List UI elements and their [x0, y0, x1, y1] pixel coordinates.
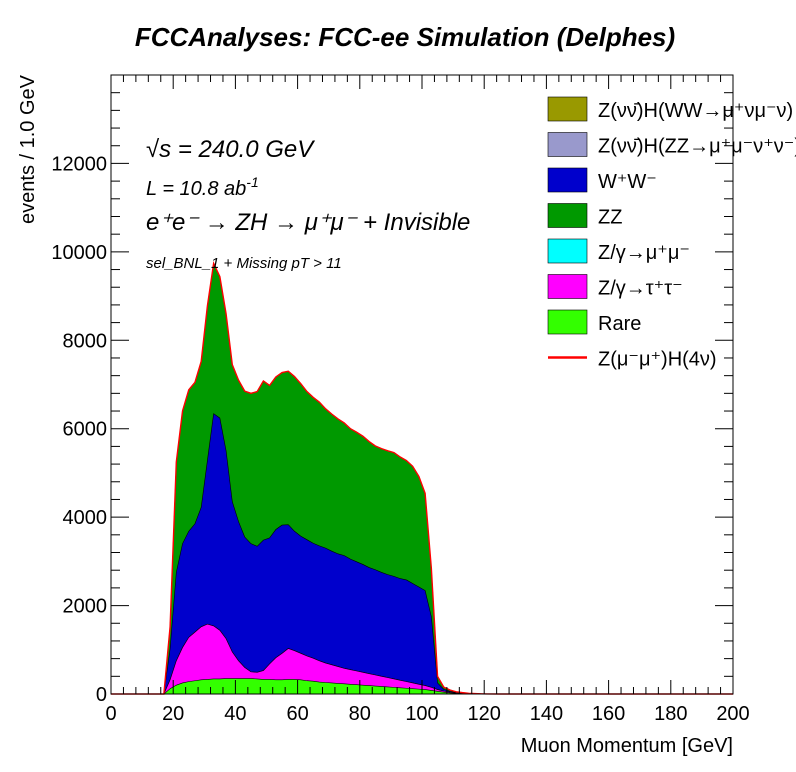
legend-label: W⁺W⁻ [598, 171, 657, 193]
selection-annotation: sel_BNL_1 + Missing pT > 11 [146, 255, 342, 272]
lumi-text: L = 10.8 ab [146, 178, 246, 200]
x-tick-label: 60 [286, 703, 308, 725]
x-tick-label: 100 [405, 703, 438, 725]
legend-label: Z/γ→μ⁺μ⁻ [598, 242, 690, 264]
legend: Z(νν̄)H(WW→μ⁺νμ⁻ν) Z(νν̄)H(ZZ→μ⁺μ⁻ν⁺ν⁻) W⁺… [547, 96, 796, 371]
x-tick-label: 180 [654, 703, 687, 725]
legend-swatch [547, 167, 588, 193]
legend-label: Rare [598, 313, 641, 335]
y-tick-label: 10000 [51, 242, 107, 264]
lumi-annotation: L = 10.8 ab-1 [146, 174, 259, 200]
x-tick-label: 140 [530, 703, 563, 725]
x-tick-label: 200 [716, 703, 749, 725]
x-tick-label: 80 [349, 703, 371, 725]
legend-label: Z/γ→τ⁺τ⁻ [598, 278, 683, 300]
legend-swatch [547, 274, 588, 299]
axis-ticks: 0 20 40 60 80 100 120 140 160 180 2000200040006000… [51, 75, 750, 725]
sqrt-s-annotation: √s = 240.0 GeV [146, 136, 315, 163]
x-tick-label: 0 [105, 703, 116, 725]
legend-swatch [547, 309, 588, 335]
y-axis-label: events / 1.0 GeV [17, 74, 39, 224]
x-tick-label: 20 [162, 703, 184, 725]
y-tick-label: 8000 [63, 330, 108, 352]
signal-line [111, 260, 733, 695]
lumi-exponent: -1 [246, 174, 258, 190]
x-tick-label: 160 [592, 703, 625, 725]
legend-swatch [547, 96, 588, 122]
legend-label: Z(νν̄)H(ZZ→μ⁺μ⁻ν⁺ν⁻) [598, 136, 796, 158]
legend-label: Z(νν̄)H(WW→μ⁺νμ⁻ν) [598, 100, 793, 122]
y-tick-label: 2000 [63, 596, 108, 618]
process-annotation: e⁺e⁻ → ZH → μ⁺μ⁻ + Invisible [146, 209, 470, 236]
y-tick-label: 4000 [63, 507, 108, 529]
y-tick-label: 0 [96, 684, 107, 706]
legend-swatch [547, 203, 588, 228]
legend-swatch [547, 238, 588, 264]
legend-label: ZZ [598, 207, 622, 229]
x-tick-label: 40 [224, 703, 246, 725]
signal-line-layer [111, 260, 733, 695]
x-tick-label: 120 [468, 703, 501, 725]
legend-swatch [547, 132, 588, 157]
legend-label-signal: Z(μ⁻μ⁺)H(4ν) [598, 349, 717, 371]
y-tick-label: 6000 [63, 419, 108, 441]
y-tick-label: 12000 [51, 153, 107, 175]
x-axis-label: Muon Momentum [GeV] [521, 735, 733, 757]
chart-title: FCCAnalyses: FCC-ee Simulation (Delphes) [135, 22, 675, 52]
